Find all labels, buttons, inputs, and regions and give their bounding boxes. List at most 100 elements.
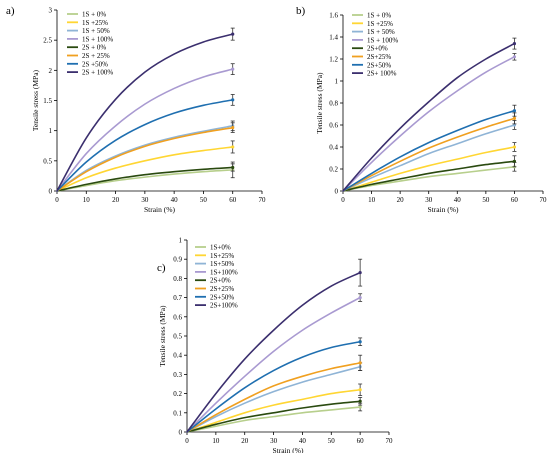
x-tick-label: 10 — [212, 437, 220, 445]
data-point — [512, 55, 517, 59]
y-tick-label: 0.6 — [329, 122, 338, 130]
legend-label: 2S+ 100% — [367, 70, 397, 78]
legend-label: 1S+25% — [210, 252, 234, 260]
series-line-3 — [342, 124, 516, 192]
legend: 1S + 0%1S +25%1S + 50%1S + 100%2S + 0%2S… — [67, 11, 113, 77]
legend-label: 2S+0% — [367, 45, 388, 53]
legend-label: 1S + 100% — [367, 36, 398, 44]
x-tick-label: 50 — [328, 437, 336, 445]
y-tick-label: 3 — [49, 7, 53, 15]
series-line-5 — [56, 166, 234, 192]
chart-panel-3: c) 0 10 20 30 40 50 60 70 0 0.1 0.2 0.3 0.4 0.5 0.6 0.7 0… — [157, 237, 393, 453]
legend-label: 1S+100% — [210, 268, 238, 276]
x-tick-label: 30 — [270, 437, 278, 445]
legend-label: 2S +50% — [82, 60, 108, 68]
y-tick-label: 0 — [179, 429, 183, 437]
data-point — [512, 42, 517, 46]
series-line-7 — [342, 109, 516, 192]
x-tick-label: 20 — [241, 437, 249, 445]
x-tick-label: 30 — [425, 196, 433, 204]
y-tick-label: 0.2 — [173, 390, 182, 398]
x-tick-label: 0 — [185, 437, 189, 445]
legend-label: 2S+25% — [210, 285, 234, 293]
y-tick-label: 1.4 — [329, 34, 338, 42]
series-line-4 — [56, 68, 234, 192]
y-tick-label: 0.4 — [329, 144, 338, 152]
y-tick-label: 0.6 — [173, 313, 182, 321]
series-line-6 — [56, 126, 234, 192]
y-tick-label: 0.2 — [329, 166, 338, 174]
y-tick-label: 1.6 — [329, 12, 338, 20]
x-tick-label: 0 — [341, 196, 345, 204]
x-axis-label: Strain (%) — [144, 205, 176, 214]
data-point — [512, 116, 517, 120]
data-point — [512, 109, 517, 113]
data-point — [231, 32, 235, 36]
y-tick-label: 1.2 — [329, 56, 338, 64]
x-tick-label: 10 — [368, 196, 376, 204]
legend-label: 1S+0% — [210, 244, 231, 252]
y-tick-label: 0.7 — [173, 294, 182, 302]
x-tick-label: 20 — [112, 196, 120, 204]
x-tick-label: 70 — [540, 196, 548, 204]
data-point — [231, 145, 235, 149]
legend-label: 1S+50% — [210, 260, 234, 268]
y-tick-label: 1 — [179, 237, 183, 245]
series-line-2 — [342, 146, 516, 192]
legend: 1S + 0%1S +25%1S + 50%1S + 100%2S+0%2S+2… — [352, 12, 398, 78]
data-point — [231, 126, 235, 130]
series-line-6 — [186, 362, 361, 433]
chart-panel-1: a) 0 10 20 30 40 50 60 70 0 0.5 1 1.5 2 2.5 3 Strain (%)… — [6, 5, 266, 214]
x-tick-label: 70 — [259, 196, 267, 204]
y-tick-label: 0.8 — [173, 275, 182, 283]
y-tick-label: 0.4 — [173, 352, 182, 360]
series-line-8 — [56, 33, 234, 192]
x-tick-label: 70 — [386, 437, 394, 445]
legend-label: 1S + 50% — [82, 27, 110, 35]
legend-label: 2S+100% — [210, 302, 238, 310]
x-tick-label: 40 — [171, 196, 179, 204]
y-tick-label: 1.5 — [43, 97, 52, 105]
x-tick-label: 60 — [229, 196, 237, 204]
y-tick-label: 0.5 — [173, 333, 182, 341]
chart-panel-2: b) 0 10 20 30 40 50 60 70 0 0.2 0.4 0.6 0.8 1 1.2 1.4 1.6… — [296, 5, 547, 214]
data-point — [512, 145, 517, 149]
data-point — [231, 98, 235, 102]
series-line-7 — [56, 99, 234, 192]
data-point — [358, 361, 362, 365]
data-point — [358, 340, 362, 344]
data-point — [358, 405, 362, 409]
y-tick-label: 0 — [335, 188, 339, 196]
legend-label: 1S + 50% — [367, 28, 395, 36]
x-tick-label: 60 — [357, 437, 365, 445]
y-tick-label: 0.9 — [173, 256, 182, 264]
y-tick-label: 0 — [49, 188, 53, 196]
legend-label: 1S + 0% — [367, 12, 391, 20]
x-tick-label: 40 — [299, 437, 307, 445]
series-line-1 — [56, 169, 234, 192]
series-line-5 — [342, 160, 516, 192]
series-line-4 — [342, 56, 516, 192]
series-line-3 — [56, 125, 234, 192]
panel-label: a) — [6, 5, 15, 17]
data-point — [358, 271, 362, 275]
legend: 1S+0%1S+25%1S+50%1S+100%2S+0%2S+25%2S+50… — [195, 244, 238, 310]
legend-label: 2S + 0% — [82, 44, 106, 52]
x-tick-label: 0 — [55, 196, 59, 204]
y-tick-label: 0.1 — [173, 409, 182, 417]
legend-label: 2S+50% — [210, 293, 234, 301]
x-tick-label: 50 — [200, 196, 208, 204]
x-tick-label: 40 — [454, 196, 462, 204]
y-tick-label: 2.5 — [43, 37, 52, 45]
series-line-7 — [186, 340, 361, 433]
legend-label: 1S + 0% — [82, 11, 106, 19]
y-axis-label: Tensile stress (MPa) — [158, 305, 167, 367]
data-point — [358, 388, 362, 392]
x-tick-label: 20 — [397, 196, 405, 204]
series-line-2 — [56, 146, 234, 192]
series-line-6 — [342, 117, 516, 192]
legend-label: 2S + 25% — [82, 52, 110, 60]
x-tick-label: 30 — [141, 196, 149, 204]
series-line-2 — [186, 388, 361, 433]
